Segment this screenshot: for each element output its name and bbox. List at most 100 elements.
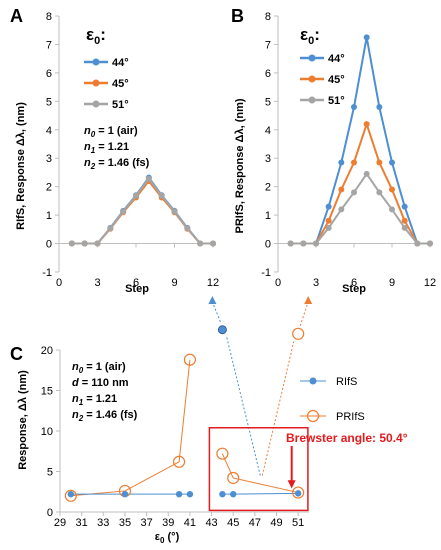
panel-b-data-point [287,240,294,247]
legend-label-rifs: RIfS [336,376,357,388]
panel-b-data-point [401,224,408,231]
panel-b-x-tick-label: 9 [389,277,395,289]
rifs-data-point [230,490,237,498]
panel-b-data-point [313,240,319,247]
panel-c-y-tick-label: 5 [47,467,53,479]
legend-marker-51 [308,96,316,104]
panel-a-x-axis-label: Step [125,283,149,295]
rifs-data-point [67,490,75,498]
panel-connectors [208,296,313,476]
panel-b-x-tick-label: 12 [424,277,436,289]
panel-c-series [64,353,305,502]
panel-b-data-point [376,104,383,111]
panel-c-x-tick-label: 51 [292,517,304,529]
panel-a-x-tick-label: 12 [207,277,219,289]
legend-label-44: 44° [112,57,129,69]
panel-a-y-tick-label: 5 [46,96,52,108]
panel-b-legend: ε0: 44° 45° 51° [300,25,345,107]
panel-b-y-tick-label: 3 [265,153,271,165]
panel-b-legend-item-45: 45° [300,74,345,86]
legend-label-51: 51° [112,99,129,111]
panel-a-y-tick-label: 6 [46,68,52,80]
panel-a-data-point [81,240,88,247]
panel-c-notes: n0 = 1 (air) d = 110 nm n1 = 1.21 n2 = 1… [72,361,138,423]
panel-c-letter: C [10,344,23,364]
panel-a-data-point [145,175,152,182]
panel-a-letter: A [10,6,23,26]
rifs-data-point [294,490,302,497]
panel-a-data-point [120,208,127,215]
legend-label-51: 51° [328,95,345,107]
panel-b-y-tick-label: 6 [265,68,271,80]
panel-c-x-tick-label: 47 [249,517,261,529]
panel-b-y-tick-label: -1 [261,267,271,279]
panel-b-x-tick-label: 0 [275,277,281,289]
rifs-data-point [186,490,194,498]
panel-a-x-tick-label: 3 [94,277,100,289]
panel-b-data-point [325,217,332,224]
panel-c-legend-item-rifs: RIfS [300,376,357,388]
panel-a-y-tick-label: 1 [46,210,52,222]
panel-a-series-line [71,177,213,245]
panel-a-data-point [210,240,216,247]
panel-b-legend-item-51: 51° [300,95,345,107]
panel-b-y-tick-label: 1 [265,210,271,222]
panel-b-x-tick-label: 3 [313,277,319,289]
legend-marker-44 [92,58,100,66]
arrowhead-rifs [208,296,217,304]
prifs-curve [221,453,299,494]
panel-a-y-tick-label: 8 [46,11,52,23]
panel-a-y-tick-label: 7 [46,39,52,51]
prifs-data-point [64,489,77,502]
panel-a-data-point [184,225,191,232]
panel-b-data-point [389,206,395,213]
panel-c-note-n0: n0 = 1 (air) [72,361,126,375]
panel-b-y-tick-label: 2 [265,182,271,194]
connector-prifs-up [299,301,309,326]
prifs-data-point [183,353,197,366]
prifs-data-point [292,486,305,499]
panel-c-x-tick-label: 37 [140,517,152,529]
panel-b-data-point [351,159,357,166]
panel-a-legend: ε0: 44° 45° 51° [84,25,129,111]
panel-a-x-tick-label: 0 [56,277,62,289]
panel-a-data-point [107,225,114,232]
legend-marker-51 [92,100,100,108]
panel-a-legend-item-51: 51° [84,99,129,111]
panel-a-y-tick-label: -1 [42,267,52,279]
panel-a-legend-title: ε0: [86,25,106,47]
panel-a-legend-item-44: 44° [84,57,129,69]
panel-c-x-tick-label: 39 [162,517,174,529]
legend-label-prifs: PRIfS [336,411,365,423]
panel-b-legend-item-44: 44° [300,53,345,65]
panel-a-data-point [133,192,139,199]
panel-c-y-tick-label: 10 [41,426,53,438]
panel-b-data-point [351,104,357,111]
panel-c-y-tick-label: 20 [41,345,53,357]
panel-b-y-tick-label: 7 [265,39,271,51]
panel-a-y-tick-label: 2 [46,182,52,194]
legend-marker-44 [308,54,316,62]
panel-b-data-point [338,159,345,166]
panel-c-x-tick-label: 29 [54,517,66,529]
legend-marker-prifs [306,409,320,423]
panel-b-data-point [338,186,345,193]
panel-a-notes: n0 = 1 (air) n1 = 1.21 n2 = 1.46 (fs) [84,125,150,171]
panel-a-y-tick-label: 4 [46,125,52,137]
panel-c-axes: 0 5 10 15 20 29 31 33 35 37 39 41 43 45 47 49 51 [41,345,309,529]
panel-b-data-point [325,203,332,210]
panel-a-series [68,174,216,247]
panel-b-y-axis-label: PRIfS, Response Δλ, (nm) [234,98,246,233]
panel-b-data-point [363,121,370,128]
panel-c-x-tick-label: 35 [119,517,131,529]
panel-c-note-n1: n1 = 1.21 [72,393,117,407]
panel-a-note-n0: n0 = 1 (air) [84,125,138,139]
panel-b-data-point [414,240,421,247]
connector-rifs-up [211,301,221,322]
panel-a-y-tick-label: 0 [46,239,52,251]
brewster-highlight-box [208,427,309,512]
panel-c-x-tick-label: 43 [205,517,217,529]
